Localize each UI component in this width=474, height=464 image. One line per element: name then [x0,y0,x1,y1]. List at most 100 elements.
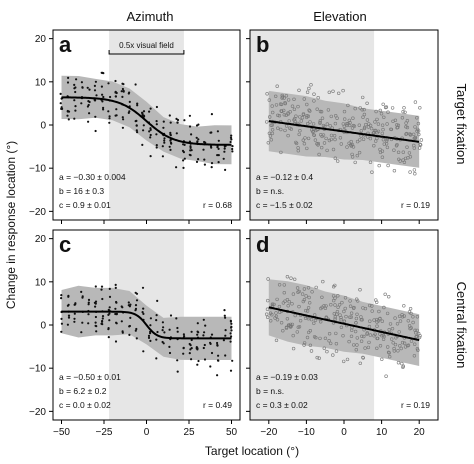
data-point [279,321,284,325]
data-point [304,294,308,298]
data-point [210,333,214,336]
data-point [80,102,83,105]
data-point [375,300,379,304]
data-point [305,146,309,151]
data-point [396,349,400,353]
data-point [314,335,318,340]
data-point [66,109,69,113]
data-point [115,301,118,304]
data-point [359,318,363,322]
data-point [382,142,386,146]
data-point [182,166,185,169]
data-point [342,319,347,323]
data-point [318,336,322,341]
data-point [176,121,179,124]
data-point [149,324,152,327]
data-point [301,138,305,142]
data-point [265,312,269,316]
data-point [155,319,158,322]
data-point [386,110,390,114]
data-point [359,129,363,133]
data-point [61,107,64,110]
data-point [276,113,280,118]
data-point [114,95,117,98]
data-point [270,131,275,136]
data-point [367,340,371,345]
data-point [351,145,356,149]
data-point [222,339,225,342]
data-point [108,117,111,120]
data-point [127,301,130,304]
y-tick-label: 0 [40,121,46,132]
data-point [384,105,389,109]
data-point [74,90,77,94]
data-point [305,309,310,313]
data-point [196,322,199,325]
data-point [290,322,295,327]
x-tick-label: 25 [183,427,195,438]
data-point [350,155,355,159]
data-point [182,151,185,154]
data-point [163,139,166,142]
data-point [136,131,139,134]
data-point [86,105,89,108]
data-point [353,329,358,334]
data-point [307,86,311,91]
data-point [373,332,377,336]
data-point [114,340,118,343]
data-point [364,122,368,127]
panel-b: b a = −0.12 ± 0.4 b = n.s. c = −1.5 ± 0.02 r… [246,29,439,224]
data-point [369,126,374,131]
data-point [271,110,275,115]
data-point [348,315,352,319]
data-point [230,329,233,332]
data-point [189,146,192,149]
data-point [94,129,97,133]
data-point [287,119,291,123]
data-point [67,118,70,121]
data-point [413,172,417,176]
data-point [417,335,422,340]
data-point [128,100,131,103]
data-point [135,299,139,302]
data-point [266,298,270,303]
data-point [281,329,285,333]
data-point [278,102,283,106]
data-point [66,81,70,84]
data-point [327,339,331,343]
data-point [400,116,405,120]
data-point [385,145,390,150]
data-point [231,359,234,362]
data-point [397,330,401,334]
data-point [408,170,412,174]
data-point [349,311,354,315]
data-point [318,119,322,123]
data-point [100,288,103,291]
data-point [380,131,384,136]
data-point [398,344,402,348]
data-point [87,298,91,301]
data-point [416,348,420,352]
data-point [122,90,125,93]
data-point [344,314,348,319]
fit-parameter: b = n.s. [256,386,284,396]
data-point [277,283,282,287]
data-point [391,341,395,345]
data-point [120,90,123,93]
data-point [402,160,407,165]
data-point [224,329,227,332]
data-point [311,122,316,126]
data-point [405,145,409,149]
data-point [312,133,316,137]
data-point [358,138,362,142]
fit-parameter: c = 0.9 ± 0.01 [59,200,111,210]
fit-curve [61,310,232,340]
data-point [217,354,220,357]
column-title-elevation: Elevation [313,9,366,24]
data-point [395,322,400,326]
data-point [324,315,328,319]
data-point [100,85,103,88]
data-point [108,115,111,118]
data-point [349,315,353,319]
data-point [87,303,90,306]
